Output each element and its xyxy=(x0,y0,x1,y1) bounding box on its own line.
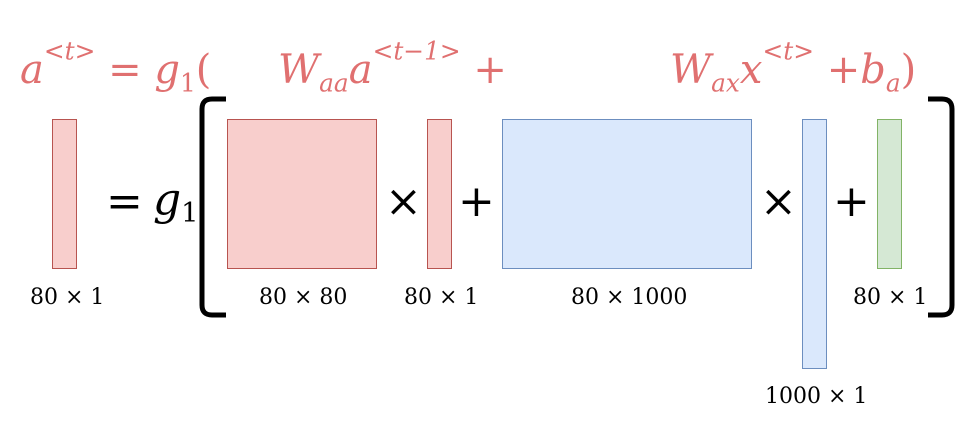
equation-close-paren: ) xyxy=(900,47,917,93)
equation-open-paren: ( xyxy=(195,47,212,93)
waa-sub: aa xyxy=(319,68,349,98)
diagram-plus-2: + xyxy=(833,176,870,227)
wax-var: W xyxy=(670,47,712,93)
a-prev-vector xyxy=(427,119,452,269)
w-ax-matrix xyxy=(502,119,752,269)
w-aa-dim-label: 80 × 80 xyxy=(259,285,348,310)
x-t-vector xyxy=(802,119,827,369)
aprev-superscript: <t−1> xyxy=(372,36,461,66)
equation-waa-term: Waaa<t−1> + xyxy=(278,39,507,96)
left-bracket xyxy=(199,96,226,318)
a-t-dim-label: 80 × 1 xyxy=(30,285,105,310)
diagram-g1: g1 xyxy=(153,178,199,228)
equation-equals: = xyxy=(108,47,142,93)
equation-func-sub: 1 xyxy=(179,68,196,98)
equation-plus-1: + xyxy=(473,47,507,93)
w-ax-dim-label: 80 × 1000 xyxy=(571,285,688,310)
equation-plus-2: + xyxy=(826,47,861,93)
equation-wax-term: Waxx<t> +ba) xyxy=(670,39,917,96)
waa-var: W xyxy=(278,47,320,93)
a-t-vector xyxy=(52,119,77,269)
x-superscript: <t> xyxy=(762,36,814,66)
aprev-var: a xyxy=(348,47,373,93)
b-sub: a xyxy=(885,68,901,98)
b-a-vector xyxy=(877,119,902,269)
wax-sub: ax xyxy=(711,68,740,98)
right-bracket xyxy=(928,96,955,318)
diagram-times-2: × xyxy=(760,176,797,227)
b-a-dim-label: 80 × 1 xyxy=(853,285,928,310)
w-aa-matrix xyxy=(227,119,377,269)
diagram-times-1: × xyxy=(385,176,422,227)
equation-lhs: a<t> = g1( xyxy=(20,39,212,96)
diagram-func-sub: 1 xyxy=(181,198,199,230)
x-var: x xyxy=(739,47,763,93)
a-prev-dim-label: 80 × 1 xyxy=(404,285,479,310)
diagram-plus-1: + xyxy=(458,176,495,227)
x-t-dim-label: 1000 × 1 xyxy=(765,384,868,409)
b-var: b xyxy=(860,47,886,93)
equation-func: g xyxy=(154,47,180,93)
diagram-func: g xyxy=(153,174,182,225)
diagram-equals: = xyxy=(106,176,143,227)
lhs-var: a xyxy=(20,47,44,93)
lhs-superscript: <t> xyxy=(43,36,96,66)
